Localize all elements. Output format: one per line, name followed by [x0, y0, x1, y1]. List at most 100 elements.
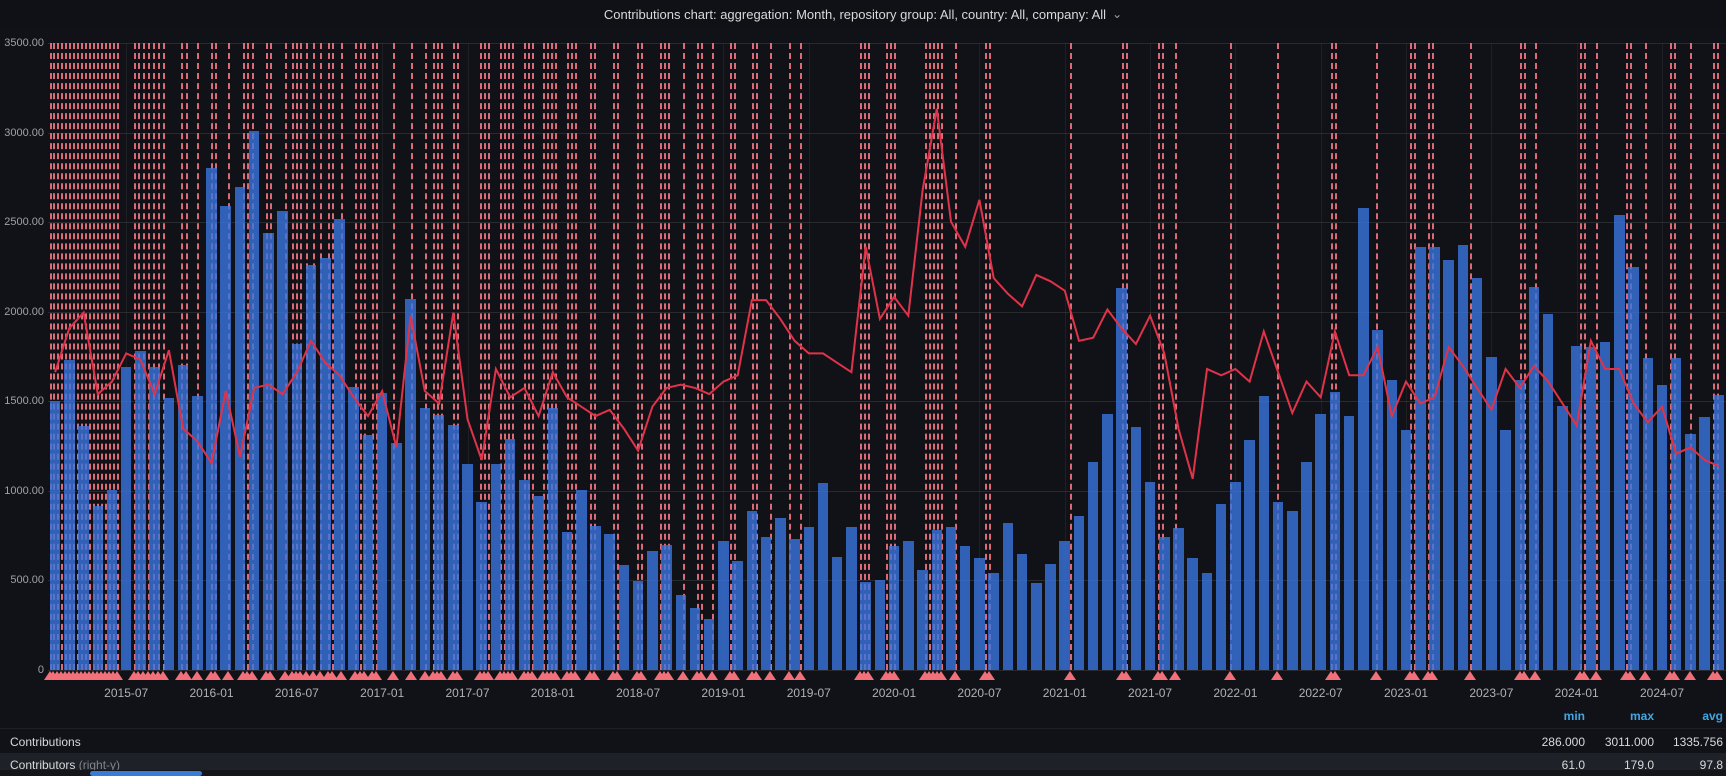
annotation-line[interactable]: [197, 43, 199, 670]
contributions-bar[interactable]: [1628, 266, 1639, 670]
contributions-bar[interactable]: [1329, 392, 1341, 670]
annotation-marker-icon[interactable]: [1370, 671, 1382, 680]
annotation-marker-icon[interactable]: [1639, 671, 1651, 680]
contributions-bar[interactable]: [1713, 395, 1725, 670]
annotation-line[interactable]: [641, 43, 643, 670]
contributions-bar[interactable]: [1059, 541, 1070, 670]
contributions-bar[interactable]: [547, 407, 559, 670]
annotation-line[interactable]: [1713, 43, 1715, 670]
contributions-bar[interactable]: [177, 365, 189, 670]
contributions-bar[interactable]: [192, 395, 203, 670]
contributions-bar[interactable]: [1315, 413, 1326, 670]
annotation-line[interactable]: [500, 43, 502, 670]
contributions-bar[interactable]: [561, 532, 573, 670]
contributions-bar[interactable]: [1230, 481, 1241, 670]
contributions-bar[interactable]: [789, 539, 800, 670]
annotation-marker-icon[interactable]: [482, 671, 494, 680]
annotation-line[interactable]: [453, 43, 455, 670]
contributions-bar[interactable]: [1500, 429, 1511, 670]
annotation-line[interactable]: [148, 43, 150, 670]
annotation-line[interactable]: [985, 43, 987, 670]
annotation-line[interactable]: [925, 43, 927, 670]
annotation-line[interactable]: [567, 43, 569, 670]
annotation-line[interactable]: [1524, 43, 1526, 670]
annotation-marker-icon[interactable]: [662, 671, 674, 680]
contributions-bar[interactable]: [718, 541, 729, 670]
annotation-marker-icon[interactable]: [549, 671, 561, 680]
contributions-bar[interactable]: [305, 265, 317, 670]
annotation-line[interactable]: [941, 43, 943, 670]
annotation-marker-icon[interactable]: [300, 671, 312, 680]
contributions-bar[interactable]: [1443, 259, 1454, 670]
contributions-bar[interactable]: [376, 393, 388, 670]
contributions-bar[interactable]: [1016, 553, 1028, 670]
annotation-line[interactable]: [555, 43, 557, 670]
contributions-bar[interactable]: [1571, 345, 1582, 670]
annotation-marker-icon[interactable]: [1064, 671, 1076, 680]
annotation-line[interactable]: [594, 43, 596, 670]
legend-min-header[interactable]: min: [1563, 709, 1585, 723]
annotation-line[interactable]: [332, 43, 334, 670]
annotation-line[interactable]: [508, 43, 510, 670]
contributions-bar[interactable]: [1244, 439, 1255, 670]
annotation-line[interactable]: [113, 43, 115, 670]
contributions-bar[interactable]: [1002, 523, 1014, 670]
contributions-bar[interactable]: [1429, 247, 1440, 670]
contributions-bar[interactable]: [1372, 329, 1383, 670]
annotation-line[interactable]: [730, 43, 732, 670]
contributions-bar[interactable]: [1599, 342, 1611, 670]
contributions-bar[interactable]: [1542, 313, 1554, 670]
contributions-bar[interactable]: [462, 463, 473, 670]
annotation-marker-icon[interactable]: [1668, 671, 1680, 680]
annotation-line[interactable]: [664, 43, 666, 670]
contributions-bar[interactable]: [1159, 536, 1170, 670]
annotation-marker-icon[interactable]: [569, 671, 581, 680]
legend-series-label[interactable]: Contributions: [0, 735, 1519, 749]
annotation-line[interactable]: [97, 43, 99, 670]
annotation-line[interactable]: [1410, 43, 1412, 670]
contributions-bar[interactable]: [1699, 416, 1710, 670]
legend-series-name[interactable]: Contributions: [10, 734, 81, 749]
contributions-bar[interactable]: [1215, 504, 1227, 670]
annotation-line[interactable]: [697, 43, 699, 670]
contributions-bar[interactable]: [1073, 515, 1085, 670]
contributions-bar[interactable]: [149, 367, 160, 670]
annotation-marker-icon[interactable]: [1684, 671, 1696, 680]
annotation-line[interactable]: [117, 43, 119, 670]
contributions-bar[interactable]: [334, 218, 345, 670]
annotation-marker-icon[interactable]: [506, 671, 518, 680]
annotation-line[interactable]: [247, 43, 249, 670]
contributions-bar[interactable]: [277, 211, 288, 670]
annotation-line[interactable]: [433, 43, 435, 670]
contributions-bar[interactable]: [163, 397, 175, 670]
annotation-line[interactable]: [425, 43, 427, 670]
legend-avg-header[interactable]: avg: [1702, 709, 1723, 723]
annotation-marker-icon[interactable]: [728, 671, 740, 680]
contributions-bar[interactable]: [732, 560, 743, 670]
contributions-bar[interactable]: [817, 482, 829, 670]
contributions-bar[interactable]: [1656, 385, 1668, 670]
contributions-bar[interactable]: [320, 257, 331, 670]
annotation-marker-icon[interactable]: [764, 671, 776, 680]
annotation-marker-icon[interactable]: [526, 671, 538, 680]
contributions-bar[interactable]: [504, 438, 516, 670]
annotation-line[interactable]: [524, 43, 526, 670]
contributions-bar[interactable]: [632, 581, 644, 670]
annotation-line[interactable]: [480, 43, 482, 670]
annotation-marker-icon[interactable]: [983, 671, 995, 680]
annotation-marker-icon[interactable]: [307, 671, 319, 680]
contributions-bar[interactable]: [874, 579, 886, 670]
annotation-line[interactable]: [937, 43, 939, 670]
contributions-bar[interactable]: [1287, 510, 1298, 670]
annotation-marker-icon[interactable]: [1590, 671, 1602, 680]
contributions-bar[interactable]: [78, 426, 89, 670]
annotation-line[interactable]: [637, 43, 639, 670]
annotation-line[interactable]: [355, 43, 357, 670]
contributions-bar[interactable]: [64, 360, 75, 670]
contributions-bar[interactable]: [1187, 558, 1198, 670]
annotation-marker-icon[interactable]: [611, 671, 623, 680]
annotation-marker-icon[interactable]: [1169, 671, 1181, 680]
annotation-marker-icon[interactable]: [1518, 671, 1530, 680]
annotation-marker-icon[interactable]: [370, 671, 382, 680]
annotation-line[interactable]: [1277, 43, 1279, 670]
